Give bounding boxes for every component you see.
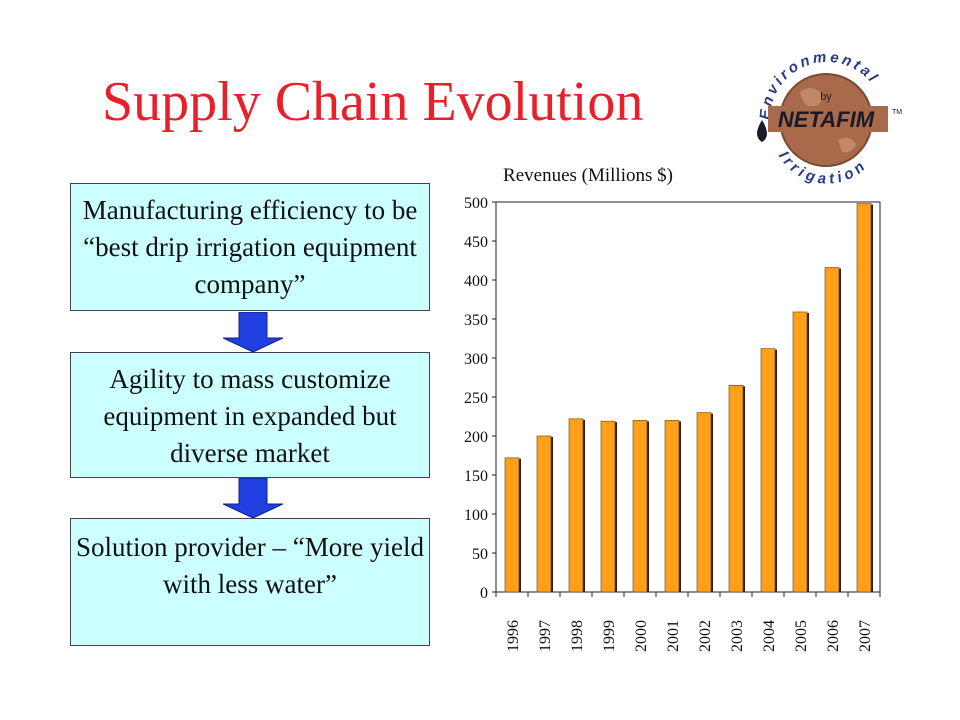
y-tick-label: 100 — [464, 507, 488, 524]
bar-2002 — [696, 412, 712, 593]
x-tick-label: 1999 — [601, 620, 618, 652]
y-tick-label: 200 — [464, 429, 488, 446]
bar-1998 — [568, 418, 584, 593]
x-tick-label: 2005 — [793, 620, 810, 652]
chart-title: Revenues (Millions $) — [503, 165, 673, 186]
stage-box-manufacturing: Manufacturing efficiency to be “best dri… — [70, 183, 430, 311]
x-tick-label: 2000 — [633, 620, 650, 652]
bar-1997 — [536, 435, 552, 593]
y-tick-label: 150 — [464, 468, 488, 485]
bar-2004 — [760, 348, 776, 593]
x-tick-label: 2003 — [729, 620, 746, 652]
netafim-logo: Environmental Irrigation by NETAFIM TM — [757, 48, 903, 187]
stage-box-solution: Solution provider – “More yield with les… — [70, 518, 430, 646]
stage-box-agility: Agility to mass customize equipment in e… — [70, 352, 430, 478]
x-tick-label: 1998 — [569, 620, 586, 652]
plot-frame — [495, 201, 881, 593]
x-tick-label: 1997 — [537, 620, 554, 652]
x-tick-label: 1996 — [505, 620, 522, 652]
y-tick-label: 500 — [464, 195, 488, 212]
bar-1999 — [600, 420, 616, 593]
y-tick-label: 400 — [464, 273, 488, 290]
bar-1996 — [504, 457, 520, 593]
y-tick-label: 250 — [464, 390, 488, 407]
x-tick-label: 2006 — [825, 620, 842, 652]
down-arrow-icon — [223, 312, 283, 352]
bar-2007 — [856, 203, 872, 593]
slide-title: Supply Chain Evolution — [102, 71, 644, 133]
bar-2001 — [664, 420, 680, 593]
x-tick-label: 2004 — [761, 620, 778, 652]
bar-2006 — [824, 267, 840, 593]
bar-2000 — [632, 420, 648, 593]
logo-by: by — [820, 91, 832, 103]
y-tick-label: 350 — [464, 312, 488, 329]
bar-2005 — [792, 311, 808, 593]
down-arrow-icon — [223, 478, 283, 518]
logo-brand: NETAFIM — [778, 107, 875, 132]
y-tick-label: 450 — [464, 234, 488, 251]
y-tick-label: 0 — [480, 585, 488, 602]
y-tick-label: 300 — [464, 351, 488, 368]
x-tick-label: 2002 — [697, 620, 714, 652]
x-tick-label: 2007 — [857, 620, 874, 652]
water-drop-icon — [757, 120, 767, 142]
bar-2003 — [728, 384, 744, 593]
x-tick-label: 2001 — [665, 620, 682, 652]
logo-tm: TM — [892, 109, 902, 116]
y-tick-label: 50 — [472, 546, 488, 563]
